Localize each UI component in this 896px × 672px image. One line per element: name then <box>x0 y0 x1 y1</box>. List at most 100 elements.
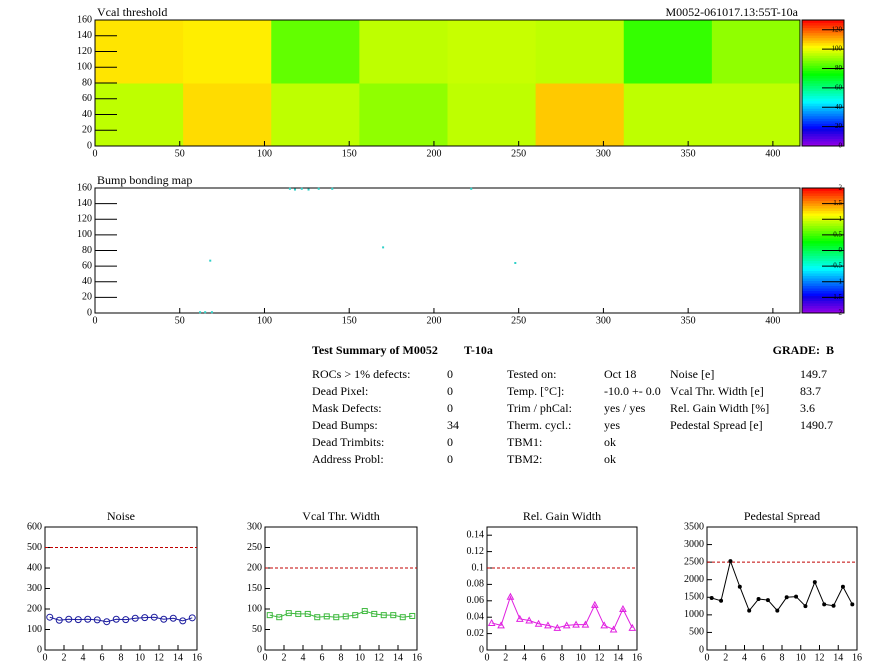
x-tick-label: 12 <box>815 652 825 663</box>
colorbar-cell <box>802 193 844 196</box>
y-tick-label: 600 <box>27 521 42 532</box>
roc-cell <box>183 20 272 84</box>
x-tick-label: 300 <box>596 315 611 326</box>
colorbar-cell <box>802 283 844 286</box>
marker <box>619 604 627 612</box>
marker <box>314 614 321 621</box>
y-tick-label: 20 <box>82 292 92 303</box>
summary-value: 83.7 <box>800 384 821 398</box>
series-line <box>269 610 413 618</box>
y-tick-label: 0 <box>257 644 262 655</box>
marker <box>169 614 177 622</box>
roc-cell <box>535 83 625 147</box>
marker <box>399 614 406 621</box>
colorbar-cell <box>802 303 844 306</box>
y-tick-label: 2000 <box>684 574 704 585</box>
marker <box>803 604 808 609</box>
marker <box>850 602 855 607</box>
y-tick-label: 200 <box>27 603 42 614</box>
x-tick-label: 12 <box>374 652 384 663</box>
z-tick-label: 0.5 <box>833 230 842 238</box>
summary-tag: T-10a <box>464 343 493 357</box>
colorbar-cell <box>802 268 844 271</box>
colorbar-cell <box>802 203 844 206</box>
marker <box>390 612 397 619</box>
x-tick-label: 0 <box>705 652 710 663</box>
y-tick-label: 200 <box>247 562 262 573</box>
z-tick-label: 100 <box>832 45 843 53</box>
z-tick-label: 120 <box>832 25 843 33</box>
colorbar-cell <box>802 65 844 69</box>
marker <box>719 598 724 603</box>
summary-label: TBM1: <box>507 435 542 449</box>
marker <box>409 612 416 619</box>
y-tick-label: 80 <box>82 245 92 256</box>
summary-value: 3.6 <box>800 401 815 415</box>
dead-bump <box>307 188 310 191</box>
colorbar-cell <box>802 35 844 39</box>
colorbar-cell <box>802 110 844 114</box>
chart-title: Noise <box>107 509 135 523</box>
y-tick-label: 150 <box>247 583 262 594</box>
summary-label: Temp. [°C]: <box>507 384 564 398</box>
roc-cell <box>447 83 537 147</box>
colorbar-cell <box>802 223 844 226</box>
y-tick-label: 60 <box>82 93 92 104</box>
dead-bump <box>209 259 212 262</box>
marker <box>487 618 496 626</box>
marker <box>122 616 130 624</box>
z-tick-label: 2 <box>839 184 843 192</box>
z-tick-label: 0 <box>839 246 843 254</box>
y-tick-label: 40 <box>82 109 92 120</box>
colorbar-cell <box>802 190 844 194</box>
colorbar-cell <box>802 85 844 89</box>
x-tick-label: 4 <box>81 652 86 663</box>
colorbar-cell <box>802 290 844 294</box>
y-tick-label: 0.12 <box>467 546 485 557</box>
x-tick-label: 100 <box>257 148 272 159</box>
marker <box>55 616 63 624</box>
roc-cell <box>711 83 801 147</box>
colorbar-cell <box>802 30 844 34</box>
colorbar-cell <box>802 293 844 296</box>
colorbar-cell <box>802 135 844 139</box>
summary-label: Tested on: <box>507 367 556 381</box>
marker <box>775 608 780 613</box>
x-tick-label: 14 <box>393 652 403 663</box>
colorbar-cell <box>802 243 844 246</box>
colorbar-cell <box>802 77 844 81</box>
colorbar-cell <box>802 273 844 276</box>
colorbar-cell <box>802 88 844 92</box>
x-tick-label: 16 <box>412 652 422 663</box>
summary-label: Trim / phCal: <box>507 401 572 415</box>
x-tick-label: 8 <box>560 652 565 663</box>
roc-cell <box>359 83 448 147</box>
colorbar-cell <box>802 230 844 234</box>
x-tick-label: 50 <box>175 148 185 159</box>
colorbar-cell <box>802 123 844 127</box>
x-tick-label: 4 <box>522 652 527 663</box>
y-tick-label: 1500 <box>684 592 704 603</box>
summary-value: 34 <box>447 418 459 432</box>
chart-title: Vcal Thr. Width <box>302 509 379 523</box>
colorbar-cell <box>802 72 844 76</box>
marker <box>628 623 637 631</box>
y-tick-label: 100 <box>27 624 42 635</box>
chart-title: Bump bonding map <box>97 173 192 187</box>
x-tick-label: 6 <box>320 652 325 663</box>
series-line <box>49 616 193 623</box>
colorbar-cell <box>802 225 844 229</box>
colorbar-cell <box>802 75 844 79</box>
x-tick-label: 0 <box>485 652 490 663</box>
marker <box>515 614 524 622</box>
x-tick-label: 8 <box>339 652 344 663</box>
marker <box>342 613 349 620</box>
colorbar-cell <box>802 270 844 274</box>
dead-bump <box>199 311 202 314</box>
summary-value: 0 <box>447 367 453 381</box>
y-tick-label: 0.04 <box>467 611 485 622</box>
y-tick-label: 0 <box>699 644 704 655</box>
x-tick-label: 2 <box>62 652 67 663</box>
y-tick-label: 140 <box>77 198 92 209</box>
colorbar-cell <box>802 27 844 31</box>
